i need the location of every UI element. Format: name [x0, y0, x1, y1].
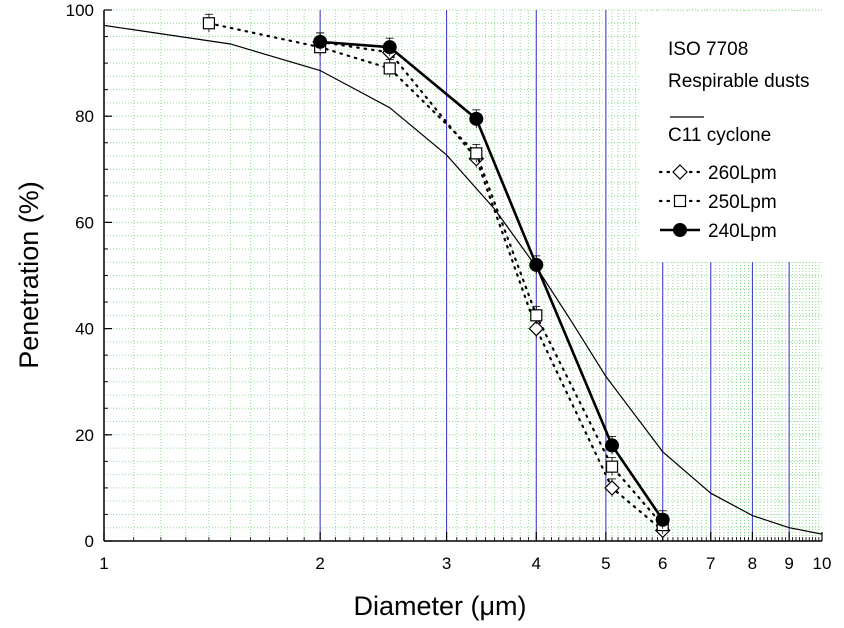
series-0: [103, 24, 823, 535]
legend: ISO 7708 Respirable dusts—— C11 cyclone 260…: [658, 39, 810, 242]
series-3: [313, 32, 670, 529]
data-point-square: [470, 147, 483, 160]
legend-line: Respirable dusts: [668, 71, 810, 92]
legend-line: C11 cyclone: [668, 125, 771, 146]
x-tick-label: 7: [706, 554, 715, 573]
x-tick-label: 4: [532, 554, 541, 573]
data-point-circle: [469, 111, 484, 126]
legend-background-rect: [640, 12, 844, 262]
x-tick-label: 8: [748, 554, 757, 573]
legend-label: 260Lpm: [708, 163, 777, 184]
data-point-square: [530, 309, 543, 322]
x-tick-label: 6: [658, 554, 667, 573]
legend-label: 240Lpm: [708, 221, 777, 242]
legend-marker-circle: [673, 223, 687, 237]
y-tick-label: 40: [75, 320, 94, 339]
data-point-square: [605, 460, 619, 473]
legend-row-250Lpm: 250Lpm: [658, 192, 777, 213]
data-point-circle: [605, 438, 620, 453]
data-point-circle: [529, 257, 544, 272]
legend-label: 250Lpm: [708, 192, 777, 213]
x-tick-label: 10: [813, 554, 832, 573]
x-tick-label: 1: [99, 554, 108, 573]
series-line-1: [319, 40, 664, 532]
x-axis-title: Diameter (μm): [353, 591, 526, 621]
tick-marks: [103, 9, 823, 542]
series-layer: [103, 13, 823, 540]
data-point-diamond: [528, 320, 545, 337]
data-point-square: [383, 62, 396, 75]
data-point-square: [202, 17, 216, 30]
y-tick-label: 80: [75, 107, 94, 126]
iso-7708-curve: [103, 24, 823, 535]
data-point-diamond: [604, 480, 620, 496]
legend-row-240Lpm: 240Lpm: [660, 221, 777, 242]
legend-row-260Lpm: 260Lpm: [658, 163, 777, 184]
x-tick-label: 3: [442, 554, 451, 573]
legend-iso-line-text: ——: [668, 94, 706, 115]
y-tick-label: 60: [75, 213, 94, 232]
y-tick-label: 20: [75, 426, 94, 445]
major-grid: [319, 10, 790, 541]
y-axis-title: Penetration (%): [14, 181, 44, 369]
data-point-circle: [382, 40, 397, 55]
legend-marker-square: [673, 194, 687, 208]
data-point-circle: [313, 34, 328, 49]
y-tick-label: 100: [66, 1, 94, 20]
tick-labels: 0 20 40 60 80 100 1 2 3 4 5 6 7 8 9 10: [66, 1, 832, 573]
legend-background: [640, 12, 844, 262]
series-line-3: [320, 40, 664, 521]
x-tick-label: 2: [315, 554, 324, 573]
x-tick-label: 9: [784, 554, 793, 573]
data-point-circle: [655, 512, 670, 527]
x-tick-label: 5: [601, 554, 610, 573]
legend-line: ISO 7708: [668, 39, 748, 60]
legend-marker-diamond: [672, 164, 688, 180]
y-tick-label: 0: [85, 532, 94, 551]
